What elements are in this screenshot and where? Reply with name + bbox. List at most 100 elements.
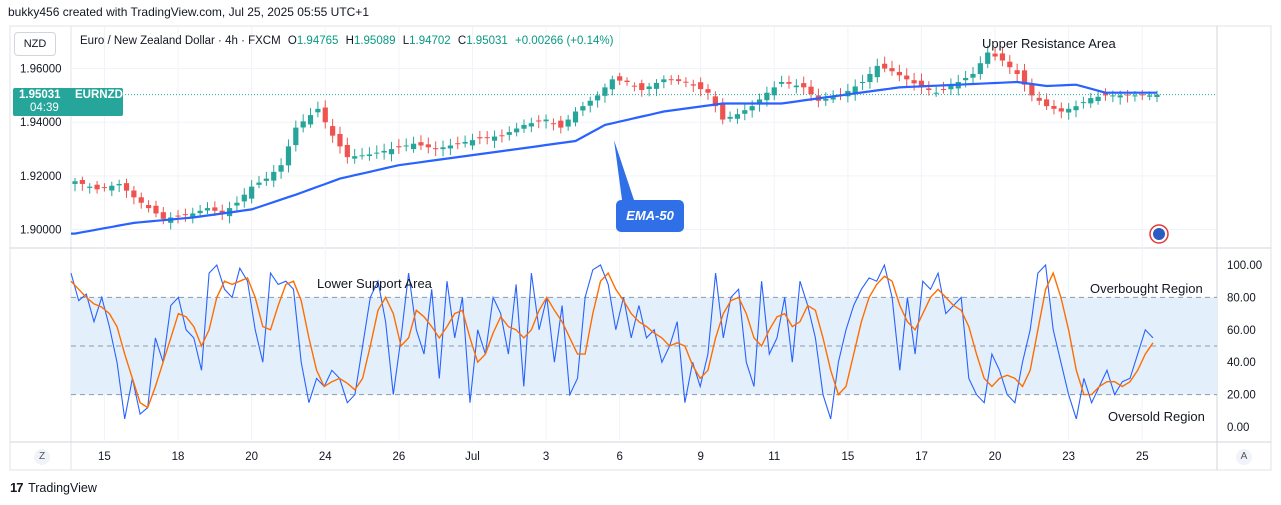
annotation-lower-support: Lower Support Area	[317, 276, 432, 291]
candle-body	[263, 178, 269, 181]
bar-countdown: 04:39	[30, 102, 59, 114]
x-tick-label: 15	[98, 451, 111, 463]
candle-body	[859, 82, 866, 83]
candle-body	[462, 141, 468, 144]
candle-body	[587, 100, 593, 106]
annotation-oversold: Oversold Region	[1108, 409, 1205, 424]
candle-body	[1043, 99, 1050, 107]
candle-body	[940, 89, 947, 91]
annotation-upper-resistance: Upper Resistance Area	[982, 36, 1116, 51]
candle-body	[874, 65, 880, 78]
candle-body	[410, 143, 417, 150]
candle-body	[256, 182, 262, 185]
candle-body	[330, 126, 336, 136]
alert-marker-icon[interactable]	[1149, 224, 1169, 244]
candle-body	[241, 194, 247, 202]
open-label: O	[287, 35, 297, 47]
x-tick-label: 24	[319, 451, 332, 463]
stoch-band-layer	[71, 296, 1217, 396]
candle-body	[271, 171, 277, 181]
candle-body	[985, 52, 991, 64]
candle-body	[617, 76, 623, 81]
candle-body	[734, 114, 741, 119]
last-price-tag: 1.95031 04:39 EURNZD	[13, 88, 123, 116]
candle-body	[307, 115, 314, 125]
stochastic-layer	[70, 263, 1154, 420]
candle-body	[690, 84, 696, 86]
close-value: 1.95031	[466, 35, 508, 47]
candle-body	[764, 92, 770, 101]
candle-body	[484, 137, 490, 139]
timezone-button[interactable]: Z	[34, 449, 50, 465]
candle-body	[514, 128, 520, 133]
candle-body	[344, 144, 350, 158]
candle-body	[322, 107, 328, 123]
x-tick-layer: 15 18 20 24 26 Jul 3 6 9 11 15 17 20 23 25	[98, 451, 1149, 463]
price-y-tick-label: 1.92000	[20, 171, 62, 183]
candle-body	[160, 212, 166, 219]
candle-body	[1058, 108, 1064, 112]
candle-body	[926, 88, 932, 91]
x-tick-label: 20	[245, 451, 258, 463]
candle-body	[565, 119, 571, 127]
candle-body	[1036, 97, 1042, 101]
candle-body	[352, 156, 358, 159]
currency-button[interactable]: NZD	[14, 32, 56, 56]
candle-body	[705, 89, 711, 93]
candle-body	[1154, 94, 1160, 97]
brand-name: TradingView	[28, 481, 97, 495]
candle-body	[1029, 84, 1035, 96]
candle-body	[359, 155, 365, 157]
candle-body	[852, 86, 858, 94]
candle-body	[882, 63, 888, 69]
candle-body	[182, 214, 189, 216]
candle-body	[771, 87, 777, 96]
candle-body	[418, 142, 424, 146]
candle-body	[1088, 98, 1094, 104]
candle-body	[801, 83, 807, 88]
candle-body	[219, 210, 225, 214]
candle-body	[970, 73, 976, 78]
candle-body	[477, 137, 483, 139]
candle-body	[249, 186, 255, 199]
candle-body	[146, 204, 152, 209]
change-value: +0.00266 (+0.14%)	[515, 35, 614, 47]
candle-body	[572, 111, 579, 123]
candle-body	[293, 127, 299, 146]
candle-body	[1073, 106, 1079, 111]
candle-body	[727, 116, 733, 119]
candle-body	[491, 136, 498, 141]
candle-body	[823, 98, 829, 101]
candle-body	[109, 185, 115, 191]
x-tick-label: 25	[1136, 451, 1149, 463]
candle-body	[1051, 105, 1057, 109]
candle-body	[668, 79, 674, 81]
candle-body	[469, 140, 476, 146]
x-tick-label: 23	[1062, 451, 1075, 463]
candle-body	[661, 79, 667, 83]
candle-body	[101, 187, 108, 189]
symbol-info-bar: Euro / New Zealand Dollar · 4h · FXCM O1…	[80, 35, 613, 47]
candle-body	[94, 184, 100, 190]
candle-body	[440, 147, 446, 150]
candle-body	[403, 145, 409, 147]
candle-body	[528, 123, 534, 127]
candle-body	[1014, 70, 1020, 74]
candle-body	[153, 205, 159, 214]
x-tick-label: 17	[915, 451, 928, 463]
candle-body	[580, 106, 586, 111]
candle-body	[675, 79, 682, 82]
candle-body	[992, 53, 998, 57]
price-y-tick-label: 1.96000	[20, 64, 62, 76]
candle-body	[521, 124, 527, 129]
candle-body	[639, 83, 645, 91]
candle-body	[624, 80, 630, 82]
candle-body	[793, 85, 799, 88]
candle-body	[1007, 61, 1013, 68]
candle-body	[447, 145, 453, 149]
candle-body	[808, 86, 814, 95]
ema-50-callout: EMA-50	[616, 200, 684, 232]
auto-scale-button[interactable]: A	[1236, 449, 1252, 465]
candle-body	[366, 154, 373, 157]
candle-body	[550, 123, 557, 125]
